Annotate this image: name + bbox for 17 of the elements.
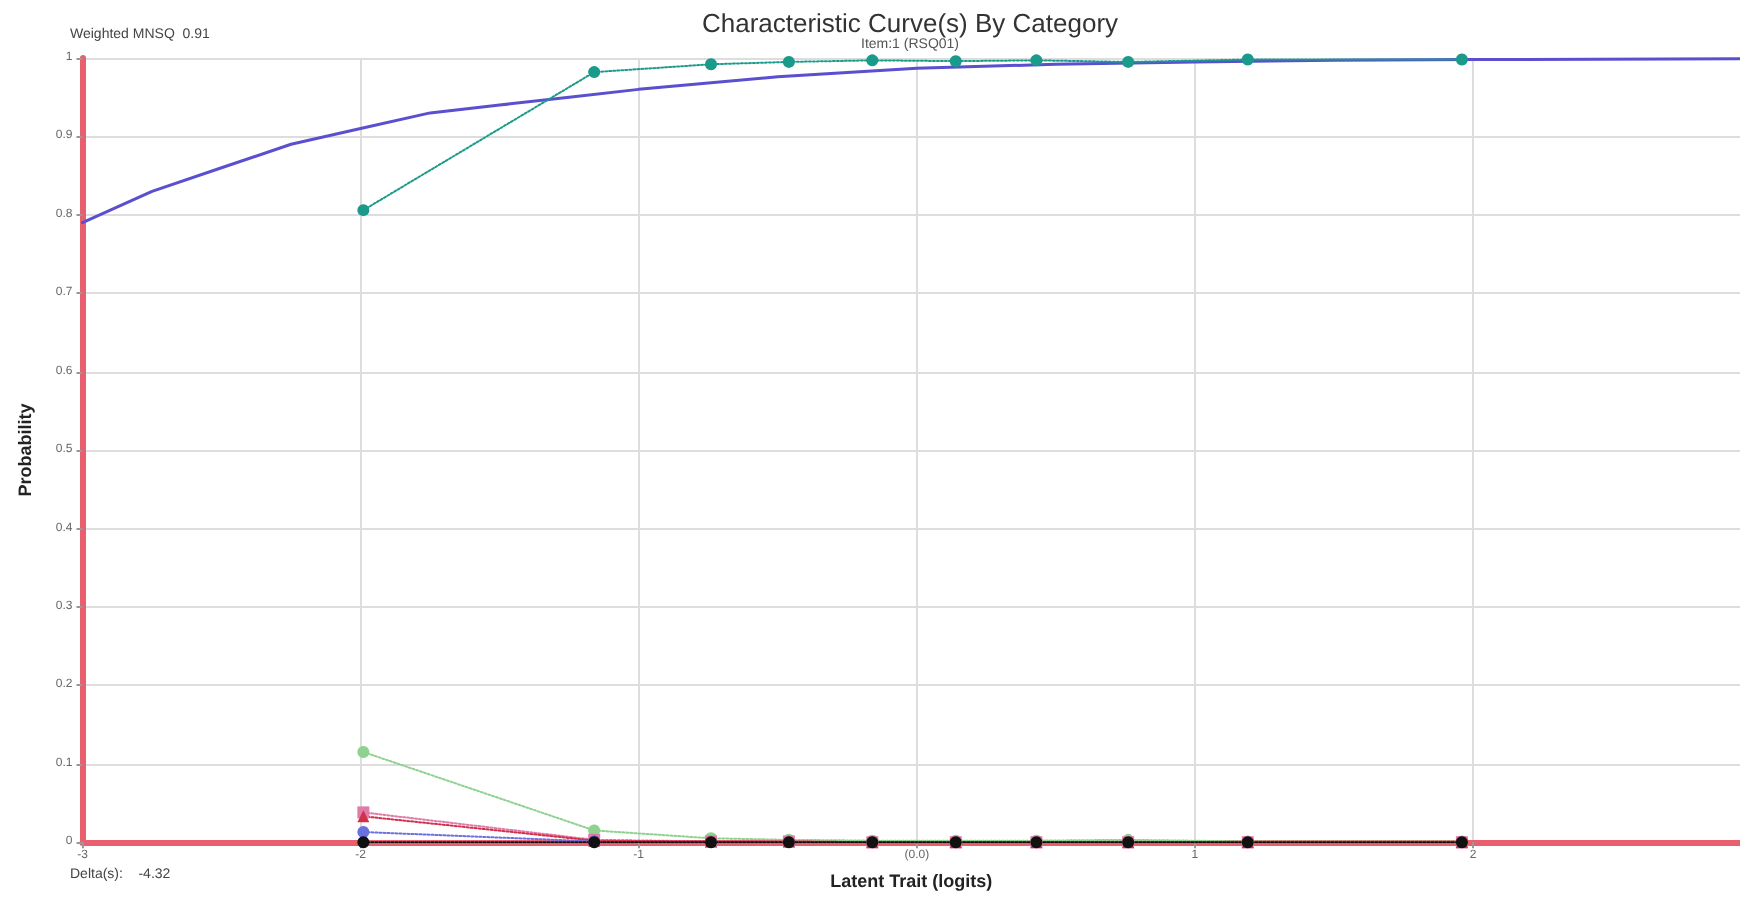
point (782, 55, 795, 68)
point (1030, 54, 1043, 67)
point (1241, 53, 1254, 66)
point (866, 54, 879, 67)
chart-title: Characteristic Curve(s) By Category (701, 8, 1120, 38)
point (357, 826, 370, 838)
point (357, 204, 370, 217)
point (357, 836, 370, 849)
y-axis-title: Probability (15, 403, 35, 497)
point (705, 58, 717, 71)
line-series (80, 57, 1740, 225)
point (949, 55, 962, 68)
point (1455, 53, 1468, 66)
point (588, 66, 601, 79)
x-axis-title: Latent Trait (logits) (830, 871, 993, 891)
point (1122, 55, 1135, 68)
point (357, 746, 370, 759)
